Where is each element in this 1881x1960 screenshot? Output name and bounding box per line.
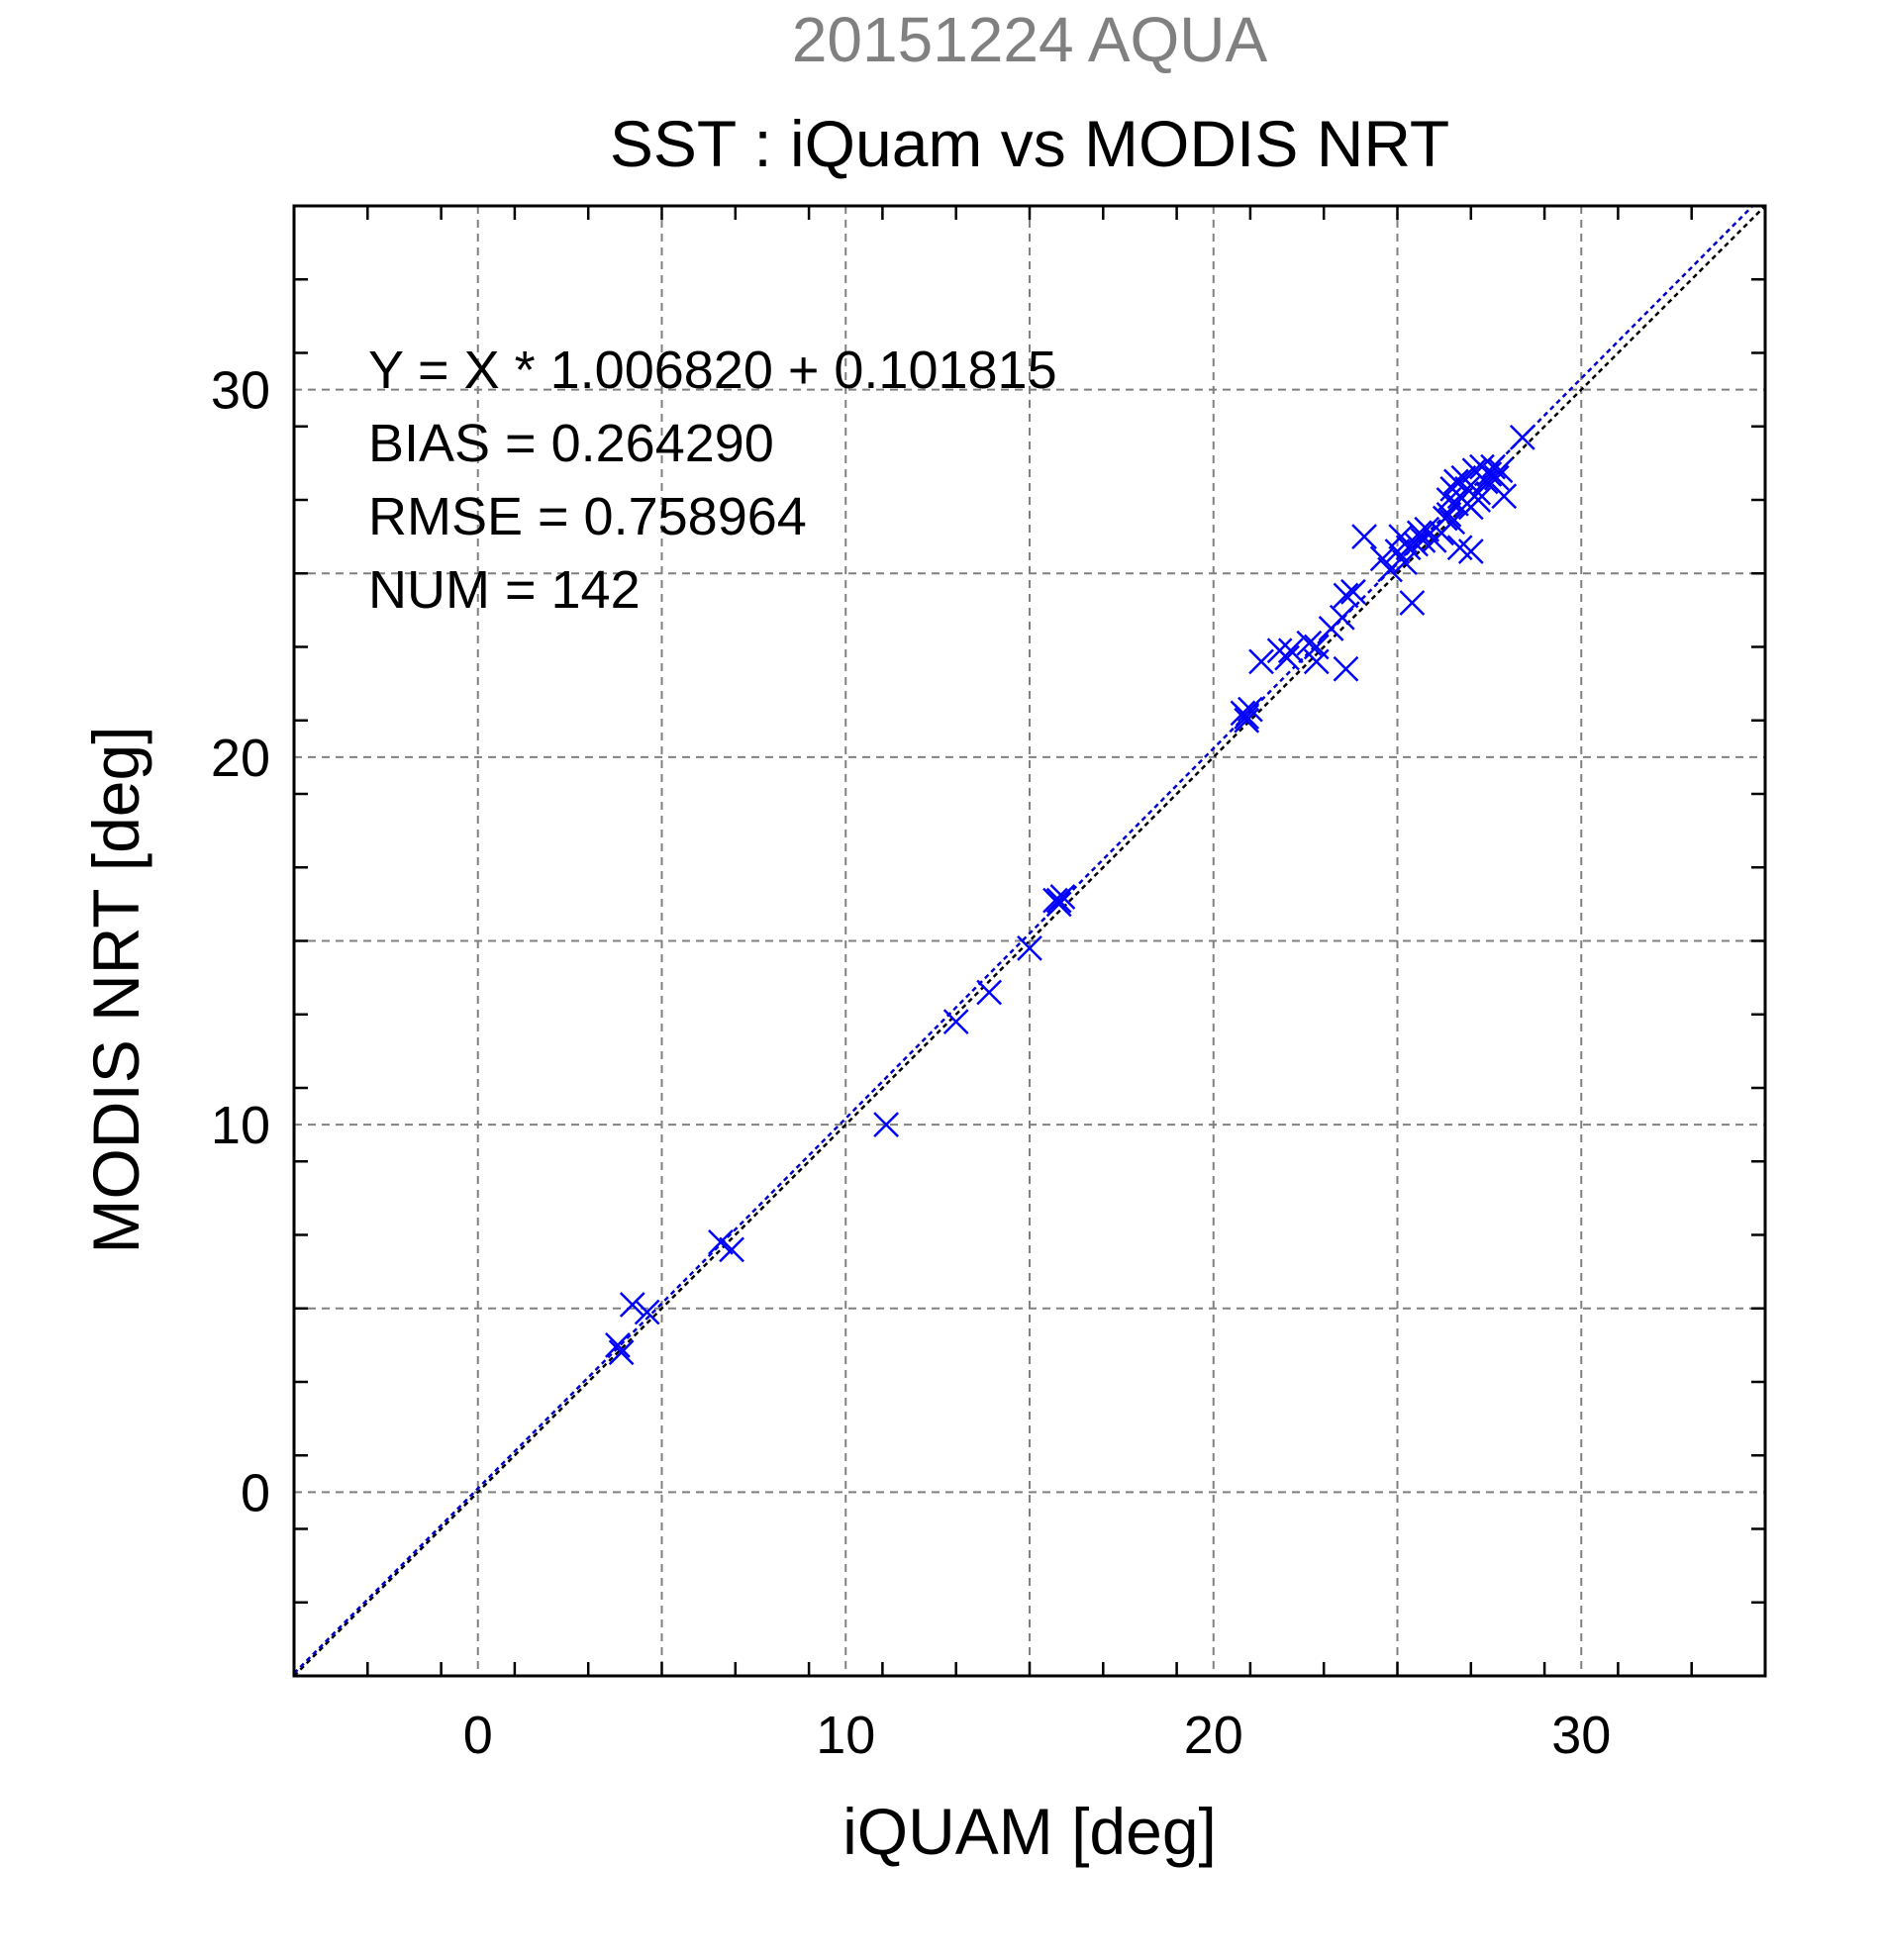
data-point: [1017, 935, 1042, 961]
data-point: [1392, 549, 1418, 575]
y-tick-label: 0: [241, 1463, 270, 1522]
data-point: [608, 1339, 635, 1366]
data-point: [1340, 578, 1366, 605]
data-point: [1234, 704, 1260, 730]
data-point: [1045, 891, 1072, 918]
rmse-value: RMSE = 0.758964: [368, 487, 807, 546]
data-point: [719, 1236, 744, 1263]
data-point: [1436, 501, 1462, 528]
x-tick-label: 10: [816, 1706, 875, 1765]
data-point: [1457, 539, 1484, 564]
grid-lines: [294, 206, 1765, 1676]
y-tick-label: 30: [211, 361, 270, 421]
sample-count: NUM = 142: [368, 560, 641, 620]
bias-value: BIAS = 0.264290: [368, 414, 774, 473]
data-point: [1399, 590, 1426, 616]
data-point: [1369, 545, 1396, 572]
stats-box: Y = X * 1.006820 + 0.101815 BIAS = 0.264…: [368, 341, 1057, 620]
data-point: [942, 1009, 969, 1035]
regression-line: [293, 205, 1754, 1675]
data-point: [1406, 520, 1433, 546]
chart-supertitle: 20151224 AQUA: [792, 4, 1268, 75]
data-point: [873, 1112, 899, 1138]
tick-labels: 0 10 20 30 0 10 20 30: [211, 361, 1611, 1765]
x-tick-label: 30: [1551, 1706, 1611, 1765]
data-point: [634, 1299, 660, 1325]
data-point: [1277, 637, 1304, 664]
data-point: [1487, 457, 1514, 484]
data-point: [1443, 490, 1469, 517]
data-point: [976, 979, 1003, 1006]
data-point: [1296, 630, 1323, 656]
data-point: [1303, 648, 1330, 675]
data-point: [619, 1292, 645, 1318]
data-point: [1414, 516, 1440, 542]
x-axis-label: iQUAM [deg]: [842, 1795, 1217, 1868]
regression-equation: Y = X * 1.006820 + 0.101815: [368, 341, 1057, 400]
data-point: [1454, 490, 1480, 517]
reference-lines: [293, 205, 1766, 1677]
chart-title: SST : iQuam vs MODIS NRT: [610, 107, 1449, 180]
data-point: [1234, 707, 1260, 734]
data-point: [1439, 509, 1466, 536]
y-tick-label: 10: [211, 1096, 270, 1155]
data-point: [1351, 524, 1377, 550]
data-point: [1491, 483, 1518, 510]
y-tick-label: 20: [211, 729, 270, 788]
data-point: [1045, 887, 1072, 914]
data-point: [1443, 468, 1469, 495]
identity-line: [293, 205, 1766, 1677]
data-point: [1377, 556, 1403, 583]
data-point: [1274, 644, 1300, 671]
x-tick-label: 0: [463, 1706, 493, 1765]
data-point: [1333, 582, 1359, 609]
data-point: [708, 1229, 734, 1255]
data-point: [1509, 425, 1535, 450]
y-axis-label: MODIS NRT [deg]: [79, 726, 152, 1253]
data-point: [1329, 604, 1355, 631]
plot-frame: [292, 204, 1767, 1678]
x-tick-label: 20: [1184, 1706, 1243, 1765]
data-point: [605, 1331, 631, 1358]
data-point: [1333, 655, 1359, 682]
data-point: [1248, 648, 1274, 675]
data-points: [605, 425, 1535, 1366]
data-point: [1483, 464, 1510, 491]
